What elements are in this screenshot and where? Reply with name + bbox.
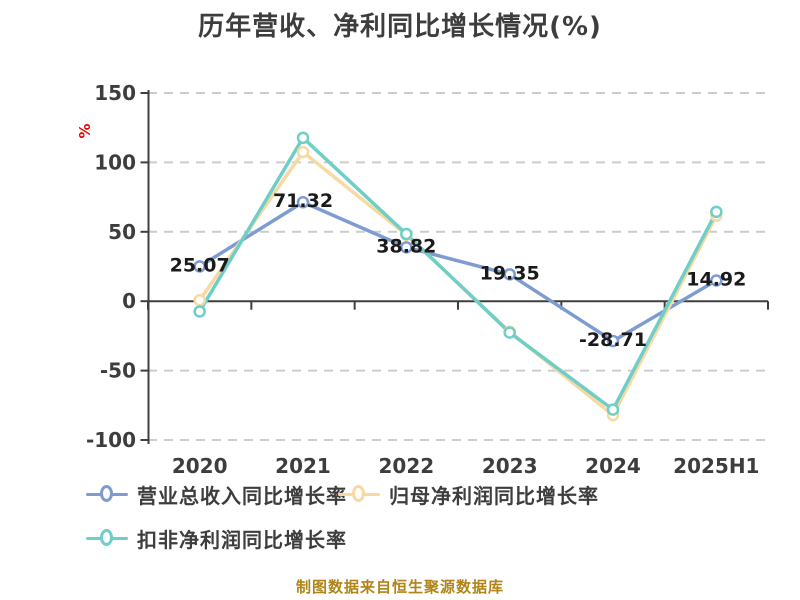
y-tick-label: 100 [94,150,136,174]
legend-line-marker-icon [86,484,128,504]
x-tick-label-2021: 2021 [275,454,331,478]
data-point-revenue_yoy-2021 [296,195,310,209]
x-tick-label-2022: 2022 [378,454,434,478]
data-point-revenue_yoy-2020 [193,260,206,273]
data-point-non_gaap_net_profit_yoy-2020 [193,305,206,318]
data-point-non_gaap_net_profit_yoy-2024 [606,403,620,416]
data-label-2020: 25.07 [170,254,230,276]
data-label-2025H1: 14.92 [686,268,746,290]
legend-label-non-gaap-profit-yoy: 扣非净利润同比增长率 [137,527,347,552]
data-label-2022: 38.82 [376,235,436,257]
y-tick-label: 0 [122,289,136,313]
data-point-non_gaap_net_profit_yoy-2022 [400,227,413,241]
y-tick-label: -100 [86,428,136,452]
data-point-net_profit_yoy-2021 [296,145,310,159]
y-axis: 150 100 50 0 -50 -100 [86,81,150,452]
data-labels-revenue_yoy: 25.07 71.32 38.82 19.35 -28.71 14.92 [170,190,747,351]
gridlines [148,92,765,441]
x-axis: 2020 2021 2022 2023 2024 2025H1 [147,300,769,478]
data-point-non_gaap_net_profit_yoy-2025H1 [710,205,723,219]
x-tick-label-2020: 2020 [172,454,228,478]
x-tick-label-2024: 2024 [585,454,641,478]
series-markers-non_gaap_net_profit_yoy [193,131,723,416]
series-markers-revenue_yoy [193,195,723,348]
x-tick-label-2023: 2023 [482,454,538,478]
legend-item-revenue-yoy: 营业总收入同比增长率 [86,481,347,508]
data-point-revenue_yoy-2025H1 [710,274,723,287]
data-point-net_profit_yoy-2020 [193,293,206,307]
data-point-non_gaap_net_profit_yoy-2021 [296,131,310,145]
data-point-non_gaap_net_profit_yoy-2023 [503,326,516,339]
y-tick-label: 50 [108,220,136,244]
x-tick-label-2025H1: 2025H1 [673,454,759,478]
series-line-non_gaap_net_profit_yoy [197,136,719,412]
data-label-2021: 71.32 [273,190,333,212]
legend-item-net-profit-yoy: 归母净利润同比增长率 [338,481,599,508]
legend-line-marker-icon [86,528,128,548]
data-point-revenue_yoy-2024 [606,334,620,348]
data-label-2023: 19.35 [480,262,540,284]
legend-line-marker-icon [338,484,380,504]
data-source-note: 制图数据来自恒生聚源数据库 [295,578,504,596]
y-tick-label: 150 [94,81,136,105]
data-label-2024: -28.71 [579,329,647,351]
chart-title: 历年营收、净利同比增长情况(%) [198,12,602,42]
legend-item-non-gaap-profit-yoy: 扣非净利润同比增长率 [86,525,347,552]
y-tick-label: -50 [100,359,136,383]
data-point-revenue_yoy-2023 [503,268,516,281]
legend-label-revenue-yoy: 营业总收入同比增长率 [137,483,347,508]
series-line-revenue_yoy [197,200,719,343]
data-point-revenue_yoy-2022 [400,241,413,254]
legend-label-net-profit-yoy: 归母净利润同比增长率 [389,483,599,508]
